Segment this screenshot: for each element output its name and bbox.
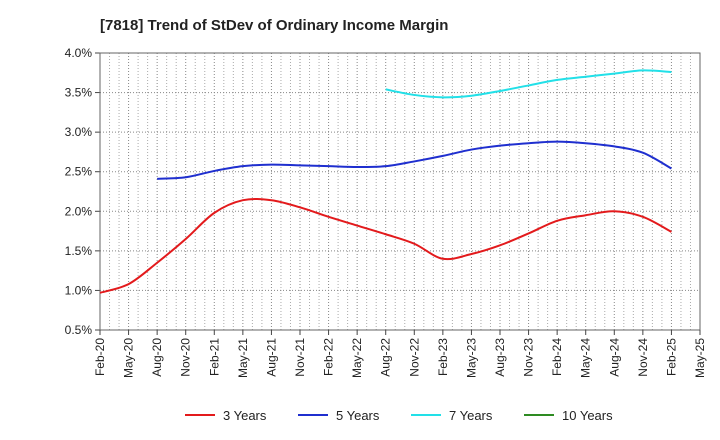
legend-label-2: 5 Years [336,408,380,423]
x-tick-label: May-22 [350,338,364,378]
x-tick-label: Aug-21 [264,338,278,377]
x-tick-label: Feb-25 [664,338,678,376]
y-tick-label: 3.0% [65,125,93,139]
y-tick-label: 3.5% [65,86,93,100]
x-tick-label: Nov-21 [293,338,307,377]
x-tick-label: Aug-20 [150,338,164,377]
y-tick-label: 1.5% [65,244,93,258]
legend: 3 Years 5 Years 7 Years 10 Years [185,408,613,423]
x-tick-label: Nov-20 [179,338,193,377]
y-tick-label: 1.0% [65,283,93,297]
y-tick-label: 2.0% [65,204,93,218]
x-tick-label: Feb-20 [93,338,107,376]
x-tick-label: Nov-23 [522,338,536,377]
x-tick-label: May-25 [693,338,707,378]
series-line-1 [99,197,672,294]
y-tick-label: 0.5% [65,323,93,337]
x-tick-label: Aug-22 [379,338,393,377]
y-tick-label: 2.5% [65,165,93,179]
legend-label-1: 3 Years [223,408,267,423]
x-tick-label: May-20 [122,338,136,378]
x-tick-label: May-24 [579,338,593,378]
x-tick-label: Feb-22 [322,338,336,376]
x-tick-label: Aug-23 [493,338,507,377]
x-tick-label: Nov-24 [636,338,650,377]
series-line-2 [157,140,672,180]
x-tick-label: May-23 [464,338,478,378]
x-tick-label: Feb-23 [436,338,450,376]
plot-area: 0.5% 1.0% 1.5% 2.0% 2.5% 3.0% 3.5% 4.0% Feb-20 Ma… [65,46,707,378]
legend-label-4: 10 Years [562,408,613,423]
x-tick-label: May-21 [236,338,250,378]
series-line-3 [385,69,672,99]
y-tick-label: 4.0% [65,46,93,60]
x-tick-label: Aug-24 [607,338,621,377]
plot-border [99,52,701,331]
x-tick-label: Feb-24 [550,338,564,376]
chart-title: [7818] Trend of StDev of Ordinary Income… [100,17,448,34]
x-tick-label: Feb-21 [207,338,221,376]
x-tick-label: Nov-22 [407,338,421,377]
legend-label-3: 7 Years [449,408,493,423]
